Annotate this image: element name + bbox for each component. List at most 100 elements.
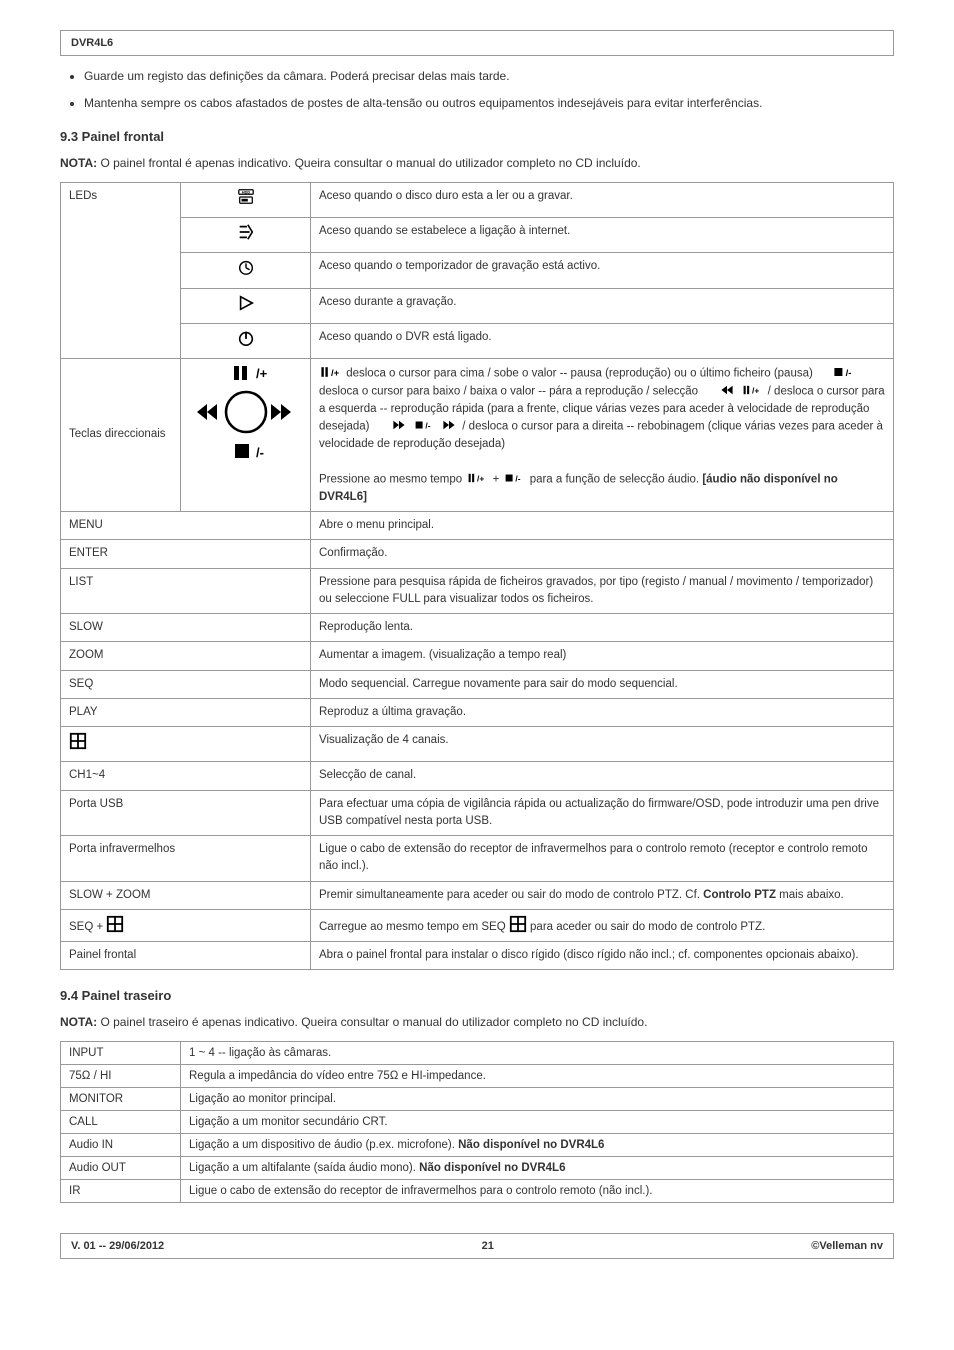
ir-desc: Ligue o cabo de extensão do receptor de … <box>311 836 894 882</box>
row-led-4: Aceso durante a gravação. <box>61 288 894 323</box>
row-led-2: Aceso quando se estabelece a ligação à i… <box>61 218 894 253</box>
led-rec-desc: Aceso durante a gravação. <box>311 288 894 323</box>
hdd-icon <box>181 182 311 217</box>
row-enter: ENTERConfirmação. <box>61 540 894 568</box>
rear-desc-7: Ligue o cabo de extensão do receptor de … <box>181 1180 894 1203</box>
leds-label: LEDs <box>61 182 181 358</box>
ff2-icon <box>439 418 459 435</box>
grid-desc: Visualização de 4 canais. <box>311 727 894 762</box>
list-desc: Pressione para pesquisa rápida de fichei… <box>311 568 894 614</box>
footer-right: ©Velleman nv <box>811 1240 883 1252</box>
row-led-5: Aceso quando o DVR está ligado. <box>61 323 894 358</box>
menu-label: MENU <box>61 512 311 540</box>
row-zoom: ZOOMAumentar a imagem. (visualização a t… <box>61 642 894 670</box>
ptz-label: SLOW + ZOOM <box>61 881 311 909</box>
front-panel-heading: 9.3 Painel frontal <box>60 129 894 144</box>
rear-desc-4: Ligação a um monitor secundário CRT. <box>181 1111 894 1134</box>
seqgrid-label: SEQ + <box>61 909 311 941</box>
row-keys: Teclas direccionais /+ /- desloca o curs… <box>61 359 894 512</box>
rear-label-3: MONITOR <box>61 1088 181 1111</box>
fastfwd-icon <box>389 418 409 435</box>
rear-row-1: INPUT1 ~ 4 -- ligação às câmaras. <box>61 1042 894 1065</box>
page-header: DVR4L6 <box>60 30 894 56</box>
net-icon <box>181 218 311 253</box>
rear-row-2: 75Ω / HIRegula a impedância do vídeo ent… <box>61 1065 894 1088</box>
grid-icon-inline2 <box>509 915 527 933</box>
row-front: Painel frontalAbra o painel frontal para… <box>61 942 894 970</box>
row-seqgrid: SEQ + Carregue ao mesmo tempo em SEQ par… <box>61 909 894 941</box>
play-label: PLAY <box>61 698 311 726</box>
rear-row-5: Audio INLigação a um dispositivo de áudi… <box>61 1134 894 1157</box>
frontpanel-label: Painel frontal <box>61 942 311 970</box>
pause-plus-icon <box>319 364 343 383</box>
svg-text:/-: /- <box>256 445 264 460</box>
keys-footer-text: para a função de selecção áudio. [áudio … <box>319 474 838 503</box>
rear-desc-2: Regula a impedância do vídeo entre 75Ω e… <box>181 1065 894 1088</box>
rear-label-2: 75Ω / HI <box>61 1065 181 1088</box>
rear-label-6: Audio OUT <box>61 1157 181 1180</box>
rear-label-1: INPUT <box>61 1042 181 1065</box>
power-icon <box>181 323 311 358</box>
led-hdd-desc: Aceso quando o disco duro esta a ler ou … <box>311 182 894 217</box>
ptz-desc: Premir simultaneamente para aceder ou sa… <box>311 881 894 909</box>
rear-desc-1: 1 ~ 4 -- ligação às câmaras. <box>181 1042 894 1065</box>
rear-panel-table: INPUT1 ~ 4 -- ligação às câmaras. 75Ω / … <box>60 1041 894 1203</box>
seqgrid-desc: Carregue ao mesmo tempo em SEQ para aced… <box>311 909 894 941</box>
bullet-1: Guarde um registo das definições da câma… <box>84 68 894 85</box>
row-slow: SLOWReprodução lenta. <box>61 614 894 642</box>
footer-left: V. 01 -- 29/06/2012 <box>71 1240 164 1252</box>
rear-row-4: CALLLigação a um monitor secundário CRT. <box>61 1111 894 1134</box>
play-desc: Reproduz a última gravação. <box>311 698 894 726</box>
stop-minus-icon <box>832 364 856 383</box>
usb-desc: Para efectuar uma cópia de vigilância rá… <box>311 790 894 836</box>
grid-icon-inline <box>106 915 124 933</box>
usb-label: Porta USB <box>61 790 311 836</box>
row-menu: MENUAbre o menu principal. <box>61 512 894 540</box>
chan-label: CH1~4 <box>61 762 311 790</box>
rear-label-5: Audio IN <box>61 1134 181 1157</box>
rear-panel-note: NOTA: O painel traseiro é apenas indicat… <box>60 1015 894 1029</box>
joystick-diagram: /+ /- <box>181 359 311 512</box>
rear-desc-6: Ligação a um altifalante (saída áudio mo… <box>181 1157 894 1180</box>
footer-center: 21 <box>482 1240 494 1252</box>
rear-label-7: IR <box>61 1180 181 1203</box>
page-footer: V. 01 -- 29/06/2012 21 ©Velleman nv <box>60 1233 894 1259</box>
zoom-label: ZOOM <box>61 642 311 670</box>
ir-label: Porta infravermelhos <box>61 836 311 882</box>
front-panel-note: NOTA: O painel frontal é apenas indicati… <box>60 156 894 170</box>
rear-label-4: CALL <box>61 1111 181 1134</box>
seq-label: SEQ <box>61 670 311 698</box>
seq-desc: Modo sequencial. Carregue novamente para… <box>311 670 894 698</box>
list-label: LIST <box>61 568 311 614</box>
row-ir: Porta infravermelhosLigue o cabo de exte… <box>61 836 894 882</box>
rewind-icon <box>717 383 737 400</box>
slow-label: SLOW <box>61 614 311 642</box>
stop-minus-footer-icon <box>502 471 526 488</box>
grid-icon <box>61 727 311 762</box>
row-list: LISTPressione para pesquisa rápida de fi… <box>61 568 894 614</box>
led-net-desc: Aceso quando se estabelece a ligação à i… <box>311 218 894 253</box>
enter-label: ENTER <box>61 540 311 568</box>
slow-desc: Reprodução lenta. <box>311 614 894 642</box>
row-ptz: SLOW + ZOOMPremir simultaneamente para a… <box>61 881 894 909</box>
menu-desc: Abre o menu principal. <box>311 512 894 540</box>
rear-row-7: IRLigue o cabo de extensão do receptor d… <box>61 1180 894 1203</box>
row-led-1: LEDs Aceso quando o disco duro esta a le… <box>61 182 894 217</box>
led-timer-desc: Aceso quando o temporizador de gravação … <box>311 253 894 288</box>
rear-row-3: MONITORLigação ao monitor principal. <box>61 1088 894 1111</box>
timer-icon <box>181 253 311 288</box>
pause-combo-icon <box>740 383 764 400</box>
rear-row-6: Audio OUTLigação a um altifalante (saída… <box>61 1157 894 1180</box>
stop-combo-icon <box>412 418 436 435</box>
row-play: PLAYReproduz a última gravação. <box>61 698 894 726</box>
front-panel-table: LEDs Aceso quando o disco duro esta a le… <box>60 182 894 970</box>
zoom-desc: Aumentar a imagem. (visualização a tempo… <box>311 642 894 670</box>
rear-desc-5: Ligação a um dispositivo de áudio (p.ex.… <box>181 1134 894 1157</box>
row-grid: Visualização de 4 canais. <box>61 727 894 762</box>
row-led-3: Aceso quando o temporizador de gravação … <box>61 253 894 288</box>
bullet-2: Mantenha sempre os cabos afastados de po… <box>84 95 894 112</box>
row-seq: SEQModo sequencial. Carregue novamente p… <box>61 670 894 698</box>
row-chan: CH1~4Selecção de canal. <box>61 762 894 790</box>
svg-text:/+: /+ <box>256 366 268 381</box>
keys-label: Teclas direccionais <box>61 359 181 512</box>
